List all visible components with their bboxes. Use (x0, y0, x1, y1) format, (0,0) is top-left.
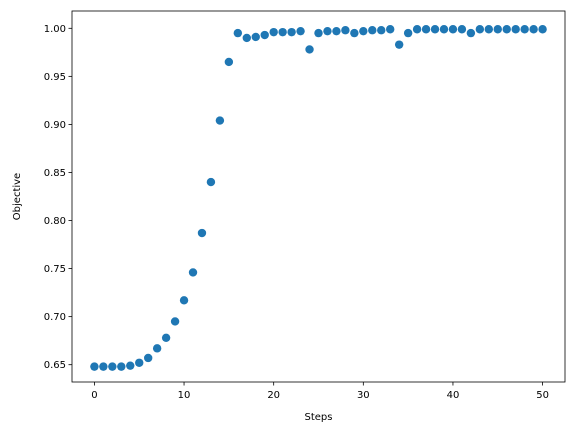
data-point (377, 26, 386, 35)
data-point (493, 25, 502, 34)
x-axis-label: Steps (305, 412, 333, 423)
data-point (251, 32, 260, 42)
data-point (242, 33, 251, 43)
data-point (117, 362, 126, 371)
data-point (484, 25, 494, 34)
data-point (152, 344, 162, 353)
data-point (126, 361, 135, 370)
data-point (439, 25, 449, 34)
data-point (466, 28, 476, 38)
data-point (135, 358, 144, 367)
x-tick-label: 40 (447, 390, 460, 401)
data-point (350, 28, 359, 38)
y-axis-label: Objective (12, 173, 23, 220)
data-point (386, 25, 395, 34)
data-point (457, 25, 467, 34)
data-point (341, 26, 350, 35)
data-point (90, 362, 99, 371)
y-tick-label: 0.70 (44, 312, 66, 323)
data-point (403, 28, 413, 38)
data-point (421, 25, 431, 34)
plot-frame (71, 10, 566, 383)
data-point (412, 25, 422, 34)
data-point (197, 228, 207, 238)
data-point (332, 26, 341, 36)
data-point (305, 45, 314, 54)
data-point (520, 25, 529, 34)
data-point (108, 362, 117, 371)
data-point (529, 25, 538, 34)
x-tick-label: 10 (178, 390, 191, 401)
data-point (188, 268, 198, 277)
data-point (215, 116, 225, 125)
plot-area (72, 11, 565, 382)
data-point (179, 296, 189, 305)
x-tick-label: 50 (536, 390, 549, 401)
y-tick-label: 0.65 (44, 360, 66, 371)
data-point (502, 25, 511, 34)
data-point (278, 27, 287, 37)
y-tick-label: 0.95 (44, 72, 66, 83)
y-tick-label: 0.85 (44, 168, 66, 179)
data-point (99, 362, 108, 371)
data-points (90, 25, 547, 371)
data-point (161, 333, 171, 342)
y-tick-label: 1.00 (44, 24, 66, 35)
data-point (143, 353, 153, 363)
y-tick-label: 0.75 (44, 264, 66, 275)
data-point (511, 25, 520, 34)
data-point (170, 317, 180, 326)
data-point (206, 177, 216, 187)
data-point (448, 25, 458, 34)
data-point (394, 40, 404, 49)
data-point (287, 27, 296, 37)
x-tick-label: 30 (357, 390, 370, 401)
data-point (269, 27, 278, 37)
data-point (538, 25, 547, 34)
y-tick-label: 0.80 (44, 216, 66, 227)
data-point (314, 28, 323, 38)
data-point (224, 57, 234, 67)
data-point (368, 26, 377, 35)
x-tick-label: 0 (91, 390, 97, 401)
x-axis: 0 10 20 30 40 50 (91, 382, 549, 401)
data-point (430, 25, 440, 34)
data-point (359, 26, 368, 36)
data-point (260, 30, 269, 40)
data-point (323, 26, 332, 36)
y-tick-label: 0.90 (44, 120, 66, 131)
x-tick-label: 20 (267, 390, 280, 401)
y-axis: 0.65 0.70 0.75 0.80 0.85 0.90 0.95 1.00 (44, 24, 72, 371)
data-point (296, 26, 305, 36)
data-point (233, 28, 243, 38)
data-point (475, 25, 485, 34)
